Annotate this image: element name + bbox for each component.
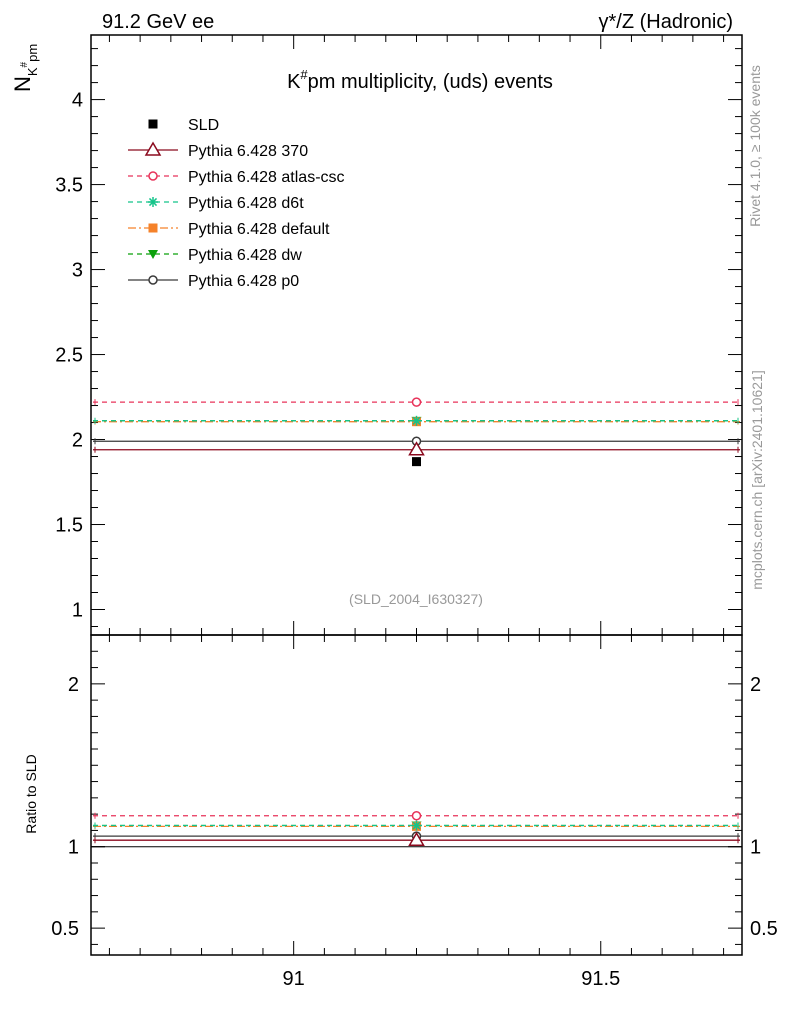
legend-entry: Pythia 6.428 default [128,221,330,238]
main-y-tick-label: 1 [72,600,83,622]
legend-entry: Pythia 6.428 d6t [128,195,304,212]
legend-marker [148,171,158,181]
legend-label: Pythia 6.428 370 [188,143,308,160]
main-y-tick-label: 3.5 [55,175,83,197]
series-marker [412,457,421,467]
ratio-panel-frame [90,634,743,956]
ratio-series-marker [408,831,425,846]
main-y-axis-label: NK#pm [10,44,40,92]
energy-label: 91.2 GeV ee [102,11,214,33]
legend-marker [148,223,158,233]
ratio-y-tick-label-right: 1 [750,837,761,859]
main-y-tick-label: 4 [72,90,83,112]
legend-entry: Pythia 6.428 atlas-csc [128,169,345,186]
title-suffix: pm multiplicity, (uds) events [308,71,553,93]
main-series-group [93,397,740,467]
ratio-series-marker [411,811,422,821]
legend-entry: Pythia 6.428 dw [128,247,302,264]
legend-label: Pythia 6.428 p0 [188,273,299,290]
ratio-y-axis-label: Ratio to SLD [23,754,39,833]
y-label-subsup: # [19,61,30,67]
legend: SLD Pythia 6.428 370 Pythia 6.428 atlas-cs… [128,117,345,290]
y-label-subtail: pm [25,44,40,62]
main-y-tick-label: 2 [72,430,83,452]
main-y-tick-label: 1.5 [55,515,83,537]
x-tick-label: 91 [283,968,305,990]
ratio-y-tick-label-left: 2 [68,674,79,696]
ratio-axis-ticks: 0.5 0.5 1 1 2 2 91 91.5 [51,635,778,990]
y-label-main: N [10,76,35,92]
legend-label: SLD [188,117,219,134]
y-label-sub: K [25,67,40,76]
legend-marker [148,197,158,207]
process-label: γ*/Z (Hadronic) [599,11,733,33]
ratio-y-tick-label-right: 0.5 [750,918,778,940]
main-axis-ticks: 1 1.5 2 2.5 3 3.5 4 [55,35,742,635]
ratio-series-marker [411,820,422,831]
legend-label: Pythia 6.428 atlas-csc [188,169,345,186]
legend-label: Pythia 6.428 d6t [188,195,304,212]
legend-entry: SLD [148,117,219,134]
x-tick-label: 91.5 [581,968,620,990]
legend-marker [148,250,158,259]
legend-entry: Pythia 6.428 370 [128,141,308,160]
plot-title: K#pm multiplicity, (uds) events [287,67,553,93]
main-y-tick-label: 2.5 [55,345,83,367]
title-sup: # [300,67,308,82]
legend-label: Pythia 6.428 dw [188,247,302,264]
legend-marker [148,119,158,129]
main-y-tick-label: 3 [72,260,83,282]
ratio-series-group [93,811,740,846]
series-marker [411,397,422,407]
title-prefix: K [287,71,301,93]
rivet-label: Rivet 4.1.0, ≥ 100k events [747,65,763,227]
series-marker [408,441,425,456]
series-marker [411,415,422,426]
analysis-id-annotation: (SLD_2004_I630327) [349,591,483,607]
legend-entry: Pythia 6.428 p0 [128,273,299,290]
ratio-y-tick-label-right: 2 [750,674,761,696]
legend-marker [144,141,162,156]
ratio-y-tick-label-left: 1 [68,837,79,859]
mcplots-label: mcplots.cern.ch [arXiv:2401.10621] [749,370,765,589]
legend-label: Pythia 6.428 default [188,221,330,238]
legend-marker [148,275,158,285]
ratio-y-tick-label-left: 0.5 [51,918,79,940]
